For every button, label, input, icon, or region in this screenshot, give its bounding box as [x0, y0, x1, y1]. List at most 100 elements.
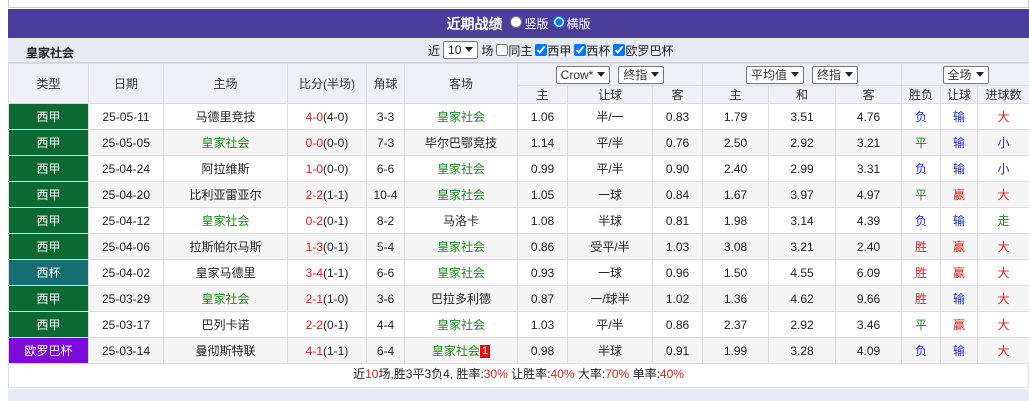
- filter-checkbox[interactable]: [574, 44, 587, 56]
- half-score: (4-0): [323, 109, 349, 124]
- match-date: 25-03-14: [88, 337, 164, 364]
- away-cell: 皇家社会: [404, 233, 518, 260]
- away-team: 皇家社会: [436, 110, 485, 124]
- title: 近期战绩: [446, 15, 503, 32]
- half-score: (0-0): [323, 135, 349, 150]
- corners: 4-4: [366, 311, 405, 338]
- average-odds: 2.92: [768, 129, 837, 156]
- crow-odds: 0.83: [651, 103, 704, 130]
- outcome-handicap: 赢: [940, 181, 979, 208]
- score-cell: 2-2(0-1): [287, 311, 367, 338]
- match-type: 西甲: [8, 233, 89, 260]
- sub-column-header: 和: [768, 85, 837, 104]
- match-type: 西甲: [8, 103, 89, 130]
- sub-column-header: 客: [835, 85, 903, 104]
- layout-radio[interactable]: [552, 16, 565, 28]
- corners: 6-6: [366, 259, 405, 286]
- away-cell: 巴拉多利德: [404, 285, 518, 312]
- home-team: 皇家社会: [163, 207, 288, 234]
- summary-part: 近: [353, 367, 366, 381]
- average-odds: 1.50: [702, 259, 770, 286]
- corners: 8-2: [366, 207, 405, 234]
- odds-group-header: 全场: [901, 63, 1029, 86]
- average-odds: 3.46: [835, 311, 903, 338]
- full-score: 4-0: [305, 109, 323, 124]
- score-cell: 2-2(1-1): [287, 181, 367, 208]
- sub-column-header: 胜负: [901, 85, 942, 104]
- outcome-handicap: 输: [940, 103, 979, 130]
- home-team: 皇家社会: [163, 285, 288, 312]
- away-team: 皇家社会: [436, 318, 485, 332]
- average-odds: 3.08: [702, 233, 770, 260]
- score-cell: 0-2(0-1): [287, 207, 367, 234]
- odds-select[interactable]: 终指: [812, 65, 859, 84]
- crow-odds: 一球: [567, 259, 653, 286]
- average-odds: 4.97: [835, 181, 903, 208]
- match-date: 25-04-02: [88, 259, 164, 286]
- outcome-goals: 大: [977, 233, 1029, 260]
- away-team: 皇家社会: [436, 240, 485, 254]
- summary: 近10场,胜3平3负4, 胜率:30% 让胜率:40% 大率:70% 单率:40…: [8, 362, 1029, 388]
- outcome-handicap: 输: [940, 337, 979, 364]
- filter-option[interactable]: 西杯: [574, 42, 610, 59]
- filter-checkbox[interactable]: [496, 44, 509, 56]
- crow-odds: 0.90: [651, 155, 704, 182]
- filter-checkbox[interactable]: [613, 44, 626, 56]
- match-row: 西甲 25-04-12 皇家社会 0-2(0-1) 8-2 马洛卡 1.08 半球 0.81 1.…: [8, 207, 1029, 234]
- filter-option[interactable]: 西甲: [535, 42, 571, 59]
- outcome-result: 平: [901, 129, 942, 156]
- corners: 7-3: [366, 129, 405, 156]
- odds-select[interactable]: 终指: [618, 65, 665, 84]
- outcome-goals: 走: [977, 207, 1029, 234]
- filter-option[interactable]: 同主: [496, 42, 532, 59]
- layout-option[interactable]: 横版: [552, 15, 591, 32]
- filter-suffix: 场: [481, 43, 494, 58]
- outcome-goals: 大: [977, 181, 1029, 208]
- crow-odds: 1.03: [517, 311, 568, 338]
- sub-column-header: 主: [702, 85, 770, 104]
- average-odds: 4.76: [835, 103, 903, 130]
- match-row: 西甲 25-05-11 马德里竞技 4-0(4-0) 3-3 皇家社会 1.06 半/一 0.8…: [8, 103, 1029, 130]
- filter-checkbox[interactable]: [535, 44, 548, 56]
- full-score: 0-0: [305, 135, 323, 150]
- away-cell: 皇家社会: [404, 103, 518, 130]
- match-type: 欧罗巴杯: [8, 337, 89, 364]
- odds-select[interactable]: 全场: [942, 65, 989, 84]
- count-select[interactable]: 10: [443, 41, 479, 59]
- average-odds: 2.92: [768, 311, 837, 338]
- crow-odds: 1.08: [517, 207, 568, 234]
- outcome-handicap: 输: [940, 207, 979, 234]
- filter-label: 欧罗巴杯: [625, 43, 674, 58]
- average-odds: 9.66: [835, 285, 903, 312]
- summary-part: 大率:: [574, 367, 606, 381]
- score-cell: 4-1(1-1): [287, 337, 367, 364]
- half-score: (0-1): [323, 317, 349, 332]
- odds-group-header: 平均值 终指: [702, 63, 903, 86]
- average-odds: 2.40: [702, 155, 770, 182]
- average-odds: 2.37: [702, 311, 770, 338]
- team-name: 皇家社会: [26, 46, 75, 60]
- corners: 3-6: [366, 285, 405, 312]
- crow-odds: 0.86: [651, 311, 704, 338]
- odds-select[interactable]: 平均值: [746, 65, 805, 84]
- odds-select[interactable]: Crow*: [555, 65, 611, 84]
- top-border: [8, 0, 1029, 8]
- filter-option[interactable]: 欧罗巴杯: [613, 42, 673, 59]
- summary-part: 30%: [483, 367, 508, 381]
- outcome-goals: 大: [977, 103, 1029, 130]
- layout-option[interactable]: 竖版: [510, 15, 549, 32]
- match-type: 西甲: [8, 207, 89, 234]
- home-team: 巴列卡诺: [163, 311, 288, 338]
- layout-radio[interactable]: [510, 16, 523, 28]
- score-cell: 4-0(4-0): [287, 103, 367, 130]
- summary-part: 单率:: [629, 367, 660, 381]
- half-score: (1-1): [323, 187, 349, 202]
- crow-odds: 受平/半: [567, 233, 653, 260]
- score-cell: 3-4(1-1): [287, 259, 367, 286]
- crow-odds: 1.05: [517, 181, 568, 208]
- crow-odds: 平/半: [567, 129, 653, 156]
- crow-odds: 0.99: [517, 155, 568, 182]
- odds-group-header: Crow* 终指: [516, 63, 704, 86]
